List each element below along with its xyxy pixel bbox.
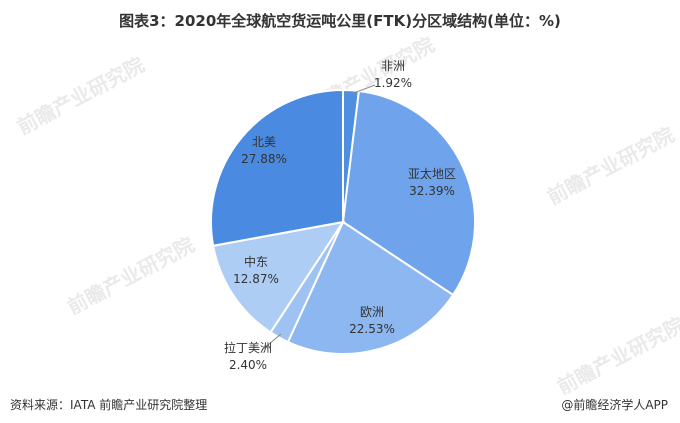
slice-label: 拉丁美洲 xyxy=(224,340,272,355)
leader-line xyxy=(261,333,282,351)
leader-line xyxy=(350,84,376,95)
slice-value-label: 27.88% xyxy=(241,152,287,166)
pie-slice xyxy=(341,89,476,297)
pie-slice xyxy=(211,220,346,334)
brand-note: @前瞻经济学人APP xyxy=(561,398,668,412)
slice-value-label: 1.92% xyxy=(374,76,412,90)
slice-label: 欧洲 xyxy=(360,305,384,319)
slice-value-label: 2.40% xyxy=(229,358,267,372)
source-note: 资料来源：IATA 前瞻产业研究院整理 xyxy=(10,398,208,412)
slice-label: 亚太地区 xyxy=(408,166,456,181)
slice-label: 非洲 xyxy=(381,59,405,73)
slice-value-label: 12.87% xyxy=(233,272,279,286)
slice-label: 中东 xyxy=(244,254,268,269)
slice-value-label: 32.39% xyxy=(409,184,455,198)
pie-slice xyxy=(286,220,455,356)
chart-title: 图表3：2020年全球航空货运吨公里(FTK)分区域结构(单位：%) xyxy=(119,12,561,30)
pie-slice xyxy=(210,88,344,247)
slice-label: 北美 xyxy=(252,135,276,149)
slice-value-label: 22.53% xyxy=(349,322,395,336)
